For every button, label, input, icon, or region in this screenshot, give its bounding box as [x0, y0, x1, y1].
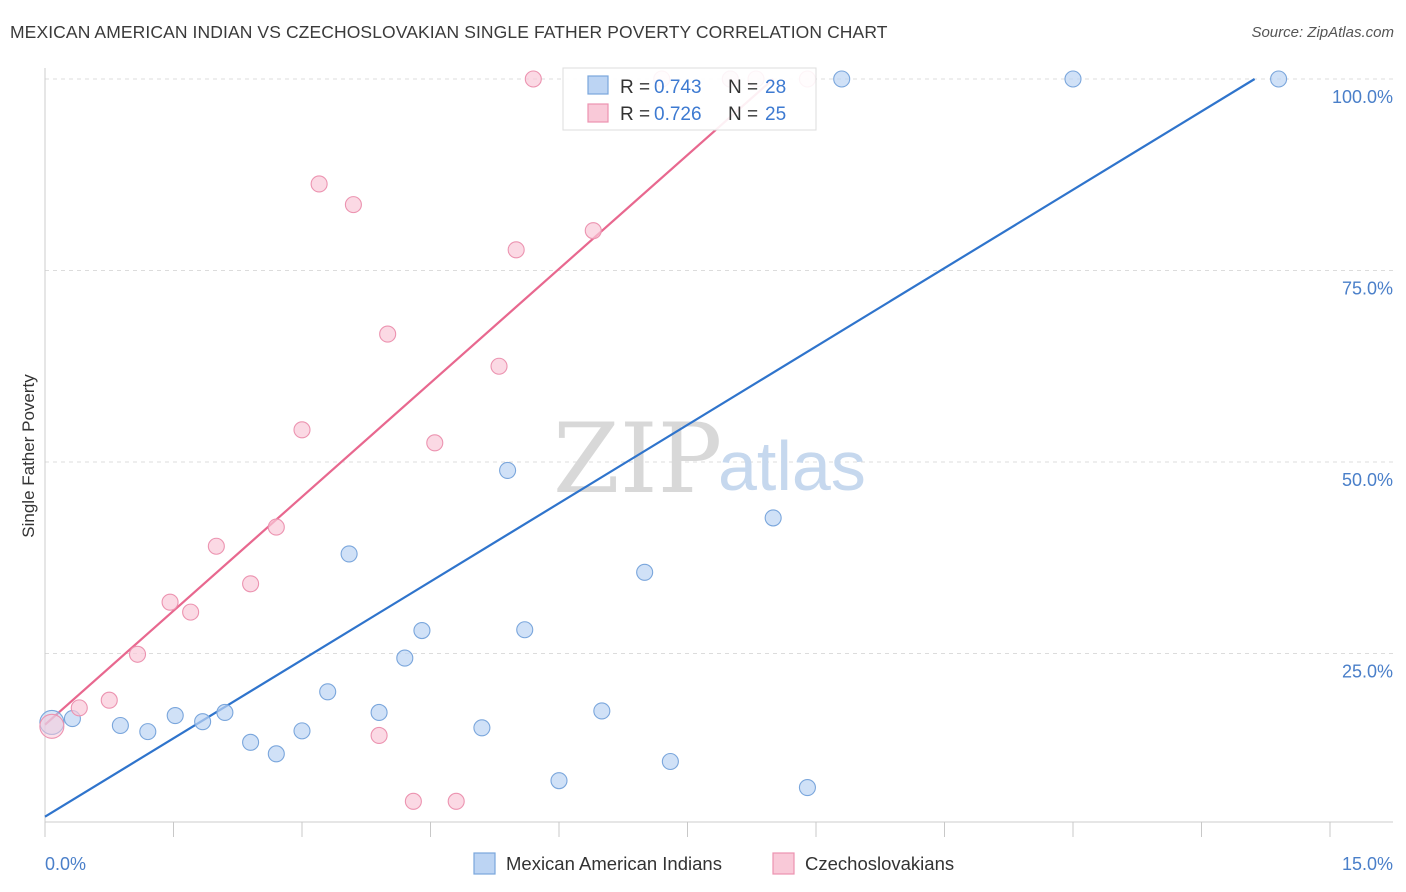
blue-point	[340, 545, 358, 563]
pink-point	[70, 699, 88, 717]
blue-point	[550, 772, 568, 790]
stats-pink-n-label: N =	[728, 104, 758, 125]
stats-pink-swatch	[587, 103, 609, 123]
blue-point	[293, 722, 311, 740]
pink-point	[344, 196, 362, 214]
watermark-atlas: atlas	[718, 427, 866, 505]
blue-point	[242, 733, 260, 751]
blue-point	[267, 745, 285, 763]
pink-point	[447, 792, 465, 810]
y-tick-label: 25.0%	[1342, 662, 1393, 682]
pink-point	[379, 325, 397, 343]
blue-point	[798, 778, 816, 797]
legend-blue-swatch	[473, 852, 496, 875]
stats-pink-r-label: R =	[620, 104, 650, 125]
stats-pink-n-value: 25	[765, 104, 786, 125]
y-tick-label: 100.0%	[1332, 87, 1393, 107]
pink-point	[404, 792, 422, 810]
trend-line-0	[44, 78, 1256, 818]
stats-pink-r-value: 0.726	[654, 104, 702, 125]
blue-point	[636, 563, 654, 581]
chart-title: MEXICAN AMERICAN INDIAN VS CZECHOSLOVAKI…	[10, 22, 888, 42]
y-tick-label: 75.0%	[1342, 279, 1393, 299]
trend-line-1	[44, 78, 774, 726]
blue-point	[319, 683, 337, 701]
gridlines	[45, 78, 1393, 654]
pink-point	[161, 593, 179, 611]
blue-point	[833, 70, 851, 88]
pink-point	[207, 537, 225, 555]
legend-pink-label: Czechoslovakians	[805, 853, 954, 874]
axes	[44, 68, 1393, 837]
stats-blue-r-value: 0.743	[654, 77, 702, 98]
blue-point	[593, 702, 611, 720]
blue-point	[516, 621, 534, 639]
blue-point	[661, 752, 679, 771]
blue-point	[216, 703, 234, 722]
legend-pink-swatch	[772, 852, 795, 875]
stats-blue-r-label: R =	[620, 77, 650, 98]
blue-point	[764, 509, 782, 527]
blue-point	[370, 703, 388, 722]
blue-point	[396, 649, 414, 667]
chart-source: Source: ZipAtlas.com	[1251, 24, 1394, 41]
pink-point	[128, 645, 147, 663]
pink-point	[267, 518, 285, 536]
stats-blue-swatch	[587, 75, 609, 95]
blue-point	[1270, 70, 1288, 88]
pink-point	[507, 241, 525, 259]
pink-point	[426, 434, 444, 452]
stats-box: R = 0.743 N = 28 R = 0.726 N = 25	[562, 67, 817, 131]
stats-blue-n-label: N =	[728, 77, 758, 98]
legend: Mexican American Indians Czechoslovakian…	[473, 852, 954, 875]
pink-point	[524, 70, 542, 88]
blue-point	[499, 461, 517, 479]
pink-point	[310, 175, 328, 193]
blue-point	[473, 719, 491, 737]
pink-point	[490, 357, 508, 375]
blue-point	[111, 716, 129, 735]
watermark: ZIP atlas	[553, 403, 866, 515]
x-tick-label: 15.0%	[1342, 854, 1393, 874]
blue-point	[413, 621, 431, 640]
legend-blue-label: Mexican American Indians	[506, 853, 722, 874]
pink-point	[100, 691, 118, 709]
pink-point	[242, 575, 260, 593]
y-tick-labels: 25.0% 50.0% 75.0% 100.0%	[1332, 87, 1393, 682]
pink-point	[370, 726, 388, 745]
pink-point	[39, 713, 65, 739]
pink-point	[584, 222, 602, 240]
stats-blue-n-value: 28	[765, 77, 786, 98]
blue-point	[194, 713, 212, 731]
y-tick-label: 50.0%	[1342, 470, 1393, 490]
blue-point	[1064, 70, 1082, 88]
x-tick-label: 0.0%	[45, 854, 86, 874]
pink-point	[182, 603, 200, 621]
x-tick-labels: 0.0% 15.0%	[45, 854, 1393, 874]
trend-lines	[44, 78, 1256, 818]
blue-point	[166, 706, 184, 725]
pink-point	[293, 421, 311, 439]
y-axis-label: Single Father Poverty	[19, 374, 38, 538]
blue-point	[139, 723, 157, 741]
